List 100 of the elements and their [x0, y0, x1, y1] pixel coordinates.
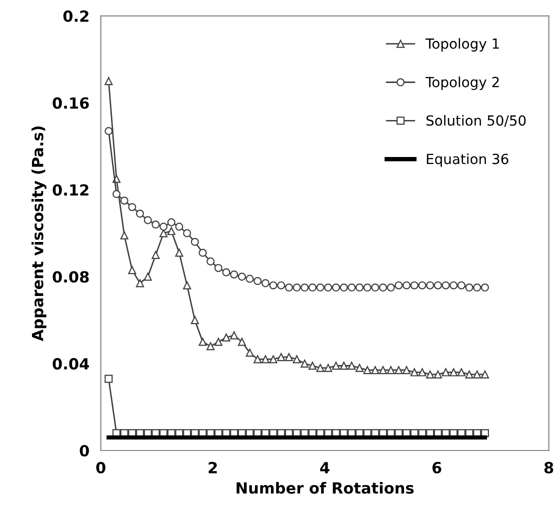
- point: [308, 362, 317, 370]
- legend-label: Topology 2: [426, 76, 499, 90]
- point: [410, 281, 418, 290]
- point: [269, 281, 278, 290]
- point: [434, 370, 442, 378]
- point: [136, 279, 144, 288]
- point: [198, 248, 207, 257]
- point: [190, 238, 199, 246]
- point: [363, 366, 372, 374]
- y-tick-label: 0.16: [52, 97, 89, 109]
- point: [308, 284, 317, 292]
- point: [480, 370, 489, 378]
- point: [340, 284, 348, 292]
- x-tick-label: 6: [432, 462, 442, 474]
- point: [292, 284, 301, 292]
- point: [183, 229, 192, 238]
- point: [112, 190, 121, 198]
- legend-label: Equation 36: [426, 153, 508, 167]
- point: [426, 281, 434, 290]
- point: [450, 368, 458, 376]
- point: [418, 281, 426, 290]
- point: [104, 77, 113, 86]
- point: [230, 331, 238, 340]
- point: [238, 338, 246, 346]
- point: [371, 284, 380, 292]
- point: [348, 284, 356, 292]
- point: [128, 266, 136, 274]
- point: [206, 342, 215, 350]
- point: [442, 368, 450, 376]
- point: [457, 368, 466, 376]
- y-tick-label: 0.08: [52, 271, 89, 283]
- point: [324, 284, 332, 292]
- point: [175, 248, 184, 257]
- point: [434, 281, 442, 290]
- point: [371, 366, 380, 374]
- point: [167, 227, 176, 236]
- point: [254, 355, 262, 364]
- point: [394, 281, 403, 290]
- point: [152, 250, 160, 259]
- point: [120, 231, 128, 240]
- point: [277, 353, 286, 362]
- point: [214, 338, 222, 346]
- point: [104, 374, 113, 383]
- point: [198, 338, 207, 346]
- point: [355, 284, 364, 292]
- x-tick-label: 2: [208, 462, 217, 474]
- point: [246, 274, 254, 283]
- point: [284, 353, 293, 362]
- y-tick-label: 0.2: [63, 10, 88, 22]
- point: [418, 368, 426, 376]
- point: [386, 366, 395, 374]
- point: [261, 355, 270, 364]
- point: [159, 222, 168, 231]
- point: [473, 284, 482, 292]
- point: [277, 281, 286, 290]
- point: [332, 362, 340, 370]
- point: [340, 362, 348, 370]
- point: [473, 370, 482, 378]
- point: [316, 364, 324, 372]
- point: [214, 264, 222, 272]
- point: [300, 360, 309, 368]
- point: [332, 284, 340, 292]
- point: [254, 276, 262, 286]
- point: [465, 284, 474, 292]
- point: [167, 218, 176, 226]
- point: [144, 216, 152, 224]
- point: [269, 355, 278, 364]
- point: [222, 333, 230, 342]
- point: [316, 284, 324, 292]
- point: [394, 366, 403, 374]
- point: [230, 270, 238, 279]
- x-tick-label: 0: [96, 462, 106, 474]
- point: [222, 268, 230, 276]
- point: [175, 222, 184, 231]
- point: [379, 366, 388, 374]
- point: [355, 364, 364, 372]
- y-tick-label: 0: [80, 444, 89, 457]
- point: [284, 284, 293, 292]
- x-axis-title: Number of Rotations: [236, 482, 414, 494]
- point: [206, 257, 215, 266]
- point: [128, 203, 136, 212]
- point: [183, 281, 192, 290]
- point: [190, 316, 199, 324]
- x-tick-label: 4: [320, 462, 330, 474]
- legend-label: Topology 1: [426, 38, 499, 52]
- point: [379, 284, 388, 292]
- point: [402, 281, 411, 290]
- point: [348, 362, 356, 370]
- point: [465, 370, 474, 378]
- y-axis-title: Apparent viscosity (Pa.s): [32, 126, 46, 342]
- point: [136, 210, 144, 218]
- point: [426, 370, 434, 378]
- legend-label: Solution 50/50: [426, 115, 526, 127]
- point: [120, 196, 128, 205]
- x-tick-label: 8: [544, 462, 554, 474]
- y-tick-label: 0.12: [52, 184, 88, 196]
- point: [261, 279, 270, 288]
- point: [292, 355, 301, 364]
- point: [104, 127, 113, 136]
- point: [457, 281, 466, 290]
